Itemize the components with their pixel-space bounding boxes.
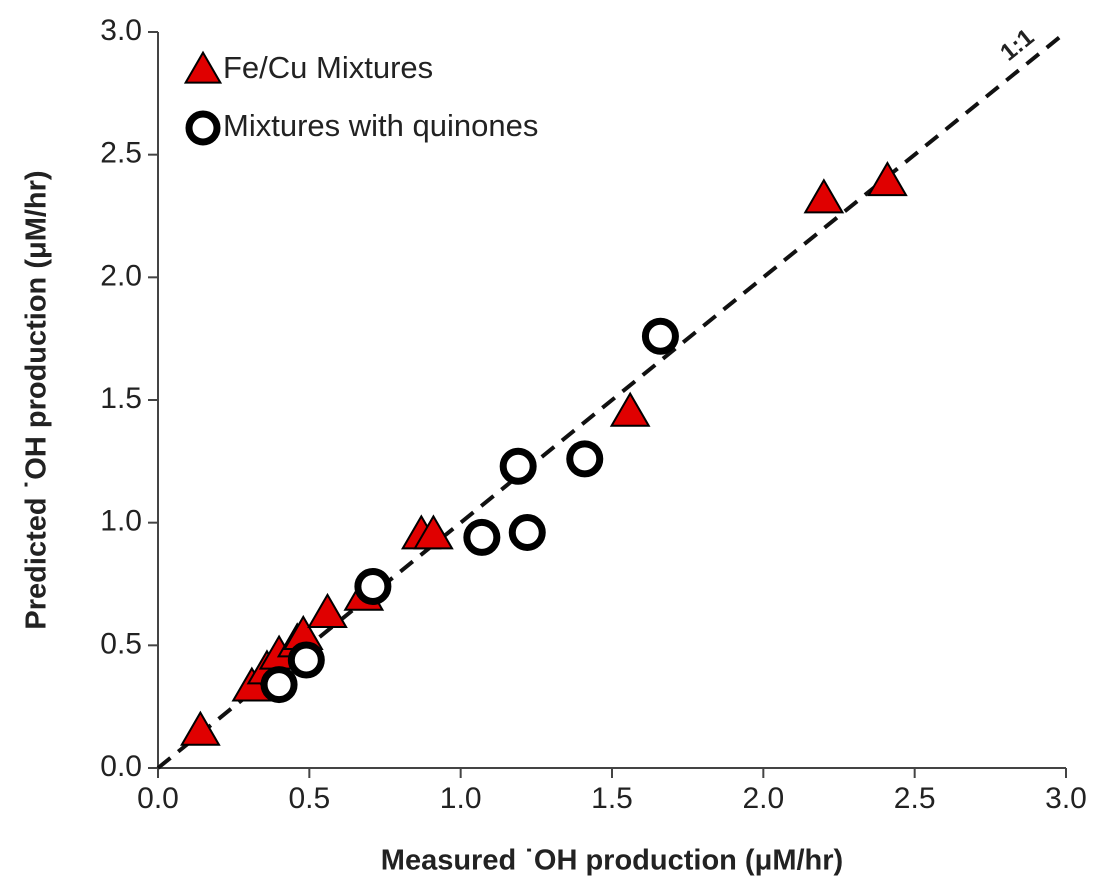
triangle-marker <box>803 178 845 214</box>
triangle-marker <box>867 161 908 197</box>
x-tick-label: 1.5 <box>591 782 633 815</box>
y-tick-label: 3.0 <box>100 14 142 47</box>
circle-marker <box>641 317 679 355</box>
triangle-marker <box>307 592 348 628</box>
x-axis-title: Measured ˙OH production (μM/hr) <box>381 845 843 877</box>
circle-marker <box>185 110 221 146</box>
x-tick-label: 0.0 <box>137 782 179 815</box>
triangle-marker <box>180 710 221 746</box>
circle-marker <box>463 518 501 556</box>
circle-marker <box>287 641 325 679</box>
legend-label: Mixtures with quinones <box>223 108 538 143</box>
legend-label: Fe/Cu Mixtures <box>223 50 433 85</box>
x-tick-label: 1.0 <box>440 782 482 815</box>
circle-marker <box>508 513 546 551</box>
y-tick-label: 2.0 <box>100 259 142 292</box>
x-tick-label: 3.0 <box>1045 782 1087 815</box>
triangle-marker <box>413 514 454 550</box>
y-tick-label: 0.5 <box>100 627 142 660</box>
circle-marker <box>260 666 298 704</box>
triangle-marker <box>609 391 651 427</box>
x-tick-label: 2.0 <box>742 782 784 815</box>
x-tick-label: 0.5 <box>288 782 330 815</box>
y-tick-label: 0.0 <box>100 750 142 783</box>
circle-marker <box>566 440 604 478</box>
y-axis-title: Predicted ˙OH production (μM/hr) <box>21 170 53 629</box>
circle-marker <box>499 447 537 485</box>
circle-marker <box>354 567 392 605</box>
y-tick-label: 1.0 <box>100 505 142 538</box>
x-tick-label: 2.5 <box>894 782 936 815</box>
y-tick-label: 1.5 <box>100 382 142 415</box>
y-tick-label: 2.5 <box>100 137 142 170</box>
triangle-marker <box>183 50 223 84</box>
